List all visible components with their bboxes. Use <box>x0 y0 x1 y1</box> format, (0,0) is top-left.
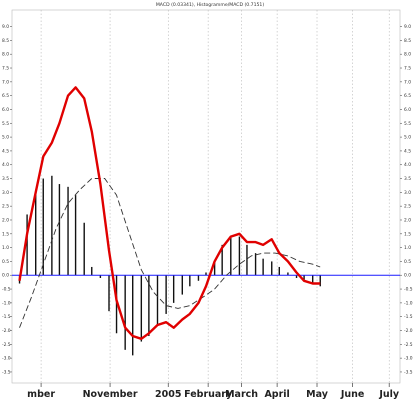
y-tick-label: 8.5 <box>404 38 411 44</box>
y-tick-label: 3.5 <box>404 176 411 182</box>
histogram-series <box>18 175 321 356</box>
y-tick-label: 2.0 <box>404 217 411 223</box>
y-tick-label: 0.0 <box>2 273 9 279</box>
x-tick-label: April <box>264 389 289 400</box>
y-tick-label: 9.0 <box>404 24 411 30</box>
y-tick-label: -2.5 <box>404 342 413 348</box>
y-tick-label: -2.0 <box>404 328 413 334</box>
y-tick-label: 7.0 <box>404 79 411 85</box>
y-tick-label: -1.0 <box>2 300 11 306</box>
y-tick-label: 3.0 <box>404 190 411 196</box>
y-tick-label: 5.0 <box>404 135 411 141</box>
macd-series <box>18 86 321 340</box>
y-tick-label: -2.5 <box>2 342 11 348</box>
y-tick-label: 5.5 <box>2 121 9 127</box>
x-tick-label: November <box>83 389 138 400</box>
y-tick-label: -2.0 <box>2 328 11 334</box>
x-tick-label: May <box>306 389 329 400</box>
y-tick-label: -3.5 <box>2 369 11 375</box>
y-tick-label: 4.0 <box>404 162 411 168</box>
y-tick-label: -1.5 <box>2 314 11 320</box>
y-tick-label: 3.5 <box>2 176 9 182</box>
y-tick-label: 6.5 <box>404 93 411 99</box>
y-tick-label: 9.0 <box>2 24 9 30</box>
y-tick-label: 8.0 <box>404 52 411 58</box>
x-tick-label: mber <box>27 389 55 400</box>
y-tick-label: -3.5 <box>404 369 413 375</box>
x-tick-label: June <box>340 389 365 400</box>
y-tick-label: -3.0 <box>2 356 11 362</box>
y-tick-label: -0.5 <box>2 287 11 293</box>
y-tick-label: 7.5 <box>404 66 411 72</box>
y-tick-label: 6.0 <box>404 107 411 113</box>
y-tick-label: 8.5 <box>2 38 9 44</box>
y-tick-label: 5.5 <box>404 121 411 127</box>
macd-line <box>18 86 321 340</box>
chart-title: MACD (0.03341), Histogramme/MACD (0.7151… <box>156 2 265 8</box>
y-tick-label: 0.0 <box>404 273 411 279</box>
y-tick-label: 1.5 <box>2 231 9 237</box>
signal-series <box>19 178 321 328</box>
y-tick-label: 4.5 <box>404 148 411 154</box>
y-tick-label: 1.0 <box>2 245 9 251</box>
y-tick-label: 7.5 <box>2 66 9 72</box>
y-tick-label: 2.0 <box>2 217 9 223</box>
grid <box>11 9 401 384</box>
y-tick-label: 4.5 <box>2 148 9 154</box>
y-tick-label: -1.0 <box>404 300 413 306</box>
x-tick-label: 2005 <box>155 389 181 400</box>
y-tick-label: 6.0 <box>2 107 9 113</box>
y-tick-label: 8.0 <box>2 52 9 58</box>
y-tick-label: 0.5 <box>404 259 411 265</box>
y-tick-label: 3.0 <box>2 190 9 196</box>
x-tick-label: February <box>184 389 233 400</box>
y-tick-label: 4.0 <box>2 162 9 168</box>
y-tick-label: 2.5 <box>2 204 9 210</box>
x-tick-label: March <box>225 389 258 400</box>
y-tick-label: -3.0 <box>404 356 413 362</box>
signal-line <box>19 178 321 328</box>
y-tick-label: 1.5 <box>404 231 411 237</box>
y-tick-label: 1.0 <box>404 245 411 251</box>
y-tick-label: 7.0 <box>2 79 9 85</box>
plot-frame <box>11 9 401 384</box>
x-tick-label: July <box>378 389 400 400</box>
y-tick-label: 5.0 <box>2 135 9 141</box>
y-axis-left: 9.0 8.5 8.0 7.5 7.0 6.5 6.0 5.5 5.0 4.5 4.0 3.5 3.0 2… <box>2 24 12 375</box>
y-axis-right: 9.0 8.5 8.0 7.5 7.0 6.5 6.0 5.5 5.0 4.5 4.0 3.5 3.0 2… <box>400 24 413 375</box>
y-tick-label: 0.5 <box>2 259 9 265</box>
y-tick-label: 6.5 <box>2 93 9 99</box>
y-tick-label: -1.5 <box>404 314 413 320</box>
y-tick-label: -0.5 <box>404 287 413 293</box>
y-tick-label: 2.5 <box>404 204 411 210</box>
